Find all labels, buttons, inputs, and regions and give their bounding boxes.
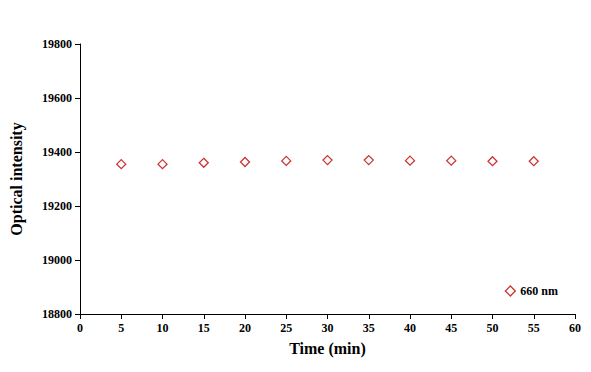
svg-text:35: 35 bbox=[363, 321, 375, 335]
svg-text:Time (min): Time (min) bbox=[289, 340, 366, 358]
svg-text:19800: 19800 bbox=[42, 37, 72, 51]
svg-text:0: 0 bbox=[77, 321, 83, 335]
svg-text:30: 30 bbox=[322, 321, 334, 335]
svg-text:20: 20 bbox=[239, 321, 251, 335]
svg-text:55: 55 bbox=[528, 321, 540, 335]
svg-text:45: 45 bbox=[445, 321, 457, 335]
svg-text:50: 50 bbox=[487, 321, 499, 335]
svg-text:5: 5 bbox=[118, 321, 124, 335]
svg-text:19400: 19400 bbox=[42, 145, 72, 159]
svg-text:25: 25 bbox=[280, 321, 292, 335]
svg-text:40: 40 bbox=[404, 321, 416, 335]
svg-text:19200: 19200 bbox=[42, 199, 72, 213]
svg-text:Optical intensity: Optical intensity bbox=[8, 122, 26, 235]
svg-text:19000: 19000 bbox=[42, 253, 72, 267]
svg-text:15: 15 bbox=[198, 321, 210, 335]
svg-text:18800: 18800 bbox=[42, 307, 72, 321]
svg-text:19600: 19600 bbox=[42, 91, 72, 105]
svg-text:10: 10 bbox=[157, 321, 169, 335]
svg-text:60: 60 bbox=[569, 321, 581, 335]
svg-text:660 nm: 660 nm bbox=[520, 284, 558, 298]
